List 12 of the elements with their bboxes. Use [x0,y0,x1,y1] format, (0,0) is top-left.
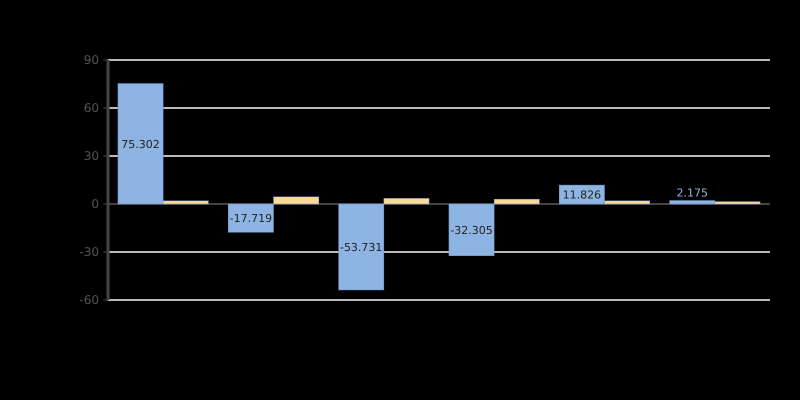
data-label: -53.731 [340,240,382,254]
y-tick-label: 90 [84,53,99,67]
y-tick-label: -60 [79,293,99,307]
y-tick-label: 30 [84,149,99,163]
y-tick-label: 60 [84,101,99,115]
y-tick-label: -30 [79,245,99,259]
data-label: 75.302 [121,138,160,151]
data-label: 2.175 [676,186,708,200]
data-label: -32.305 [450,224,493,237]
data-label: -17.719 [230,212,272,226]
data-label: 11.826 [562,188,602,202]
y-tick-label: 0 [91,197,99,211]
